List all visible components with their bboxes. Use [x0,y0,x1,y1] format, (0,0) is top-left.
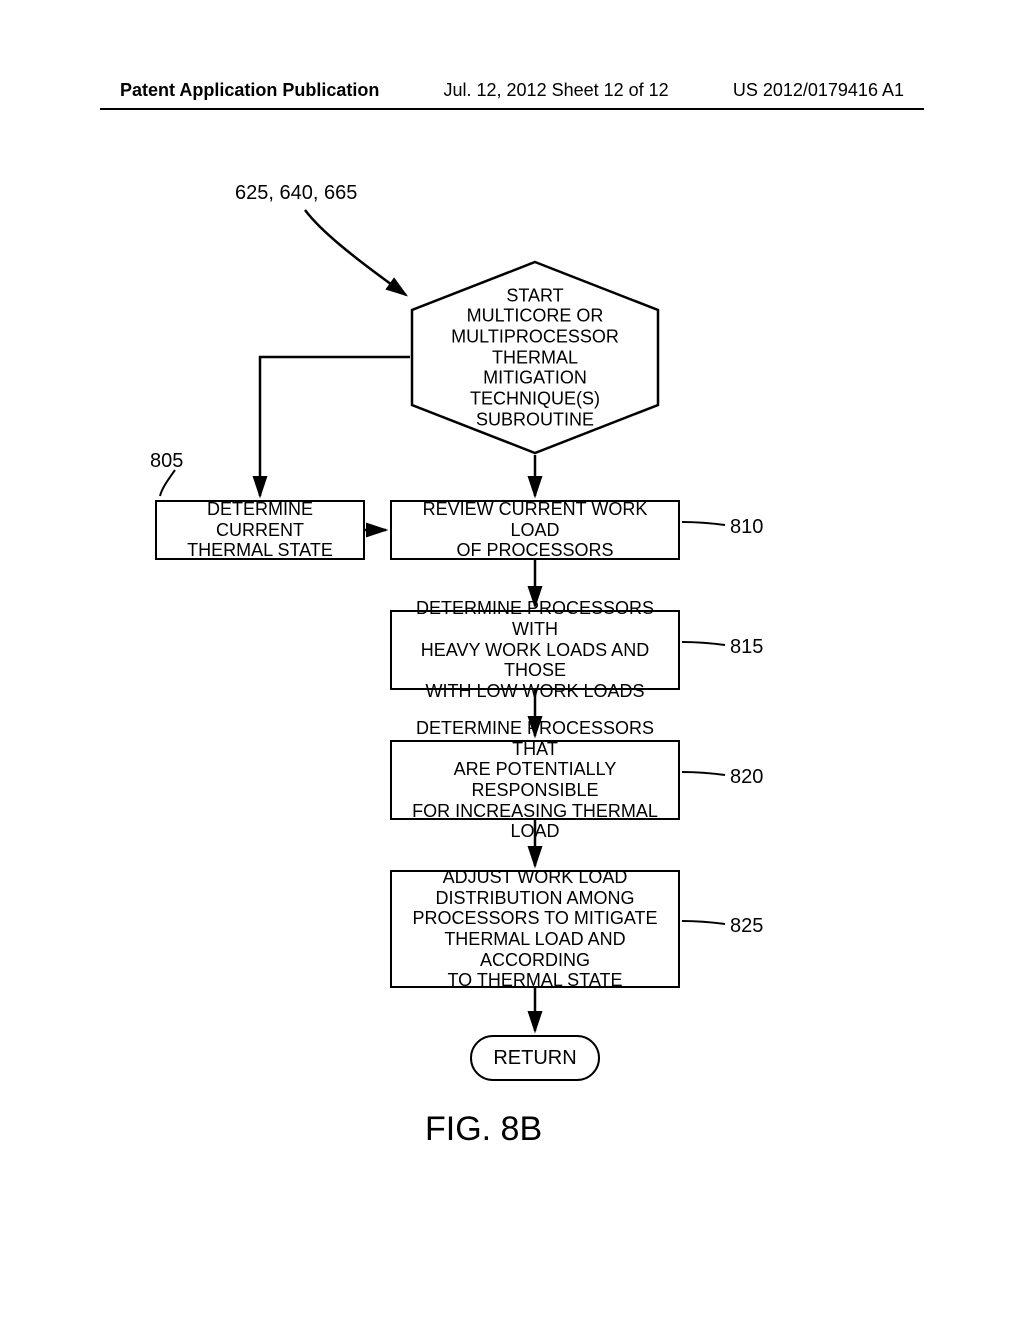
ref-805: 805 [150,450,183,473]
top-entry-text: 625, 640, 665 [235,182,357,204]
box-815-line2: HEAVY WORK LOADS AND THOSE [402,640,668,681]
ref-805-text: 805 [150,450,183,472]
return-text: RETURN [493,1047,576,1070]
header-left: Patent Application Publication [120,80,379,101]
box-825-line5: TO THERMAL STATE [402,970,668,991]
figure-label: FIG. 8B [425,1110,542,1149]
box-820-line3: FOR INCREASING THERMAL LOAD [402,801,668,842]
figure-label-text: FIG. 8B [425,1110,542,1148]
start-text: START MULTICORE OR MULTIPROCESSOR THERMA… [410,285,660,430]
ref-815: 815 [730,636,763,659]
start-line4: THERMAL MITIGATION [440,347,630,388]
box-820: DETERMINE PROCESSORS THAT ARE POTENTIALL… [390,740,680,820]
start-line2: MULTICORE OR [440,306,630,327]
box-815-line1: DETERMINE PROCESSORS WITH [402,598,668,639]
start-line5: TECHNIQUE(S) [440,389,630,410]
ref-820-text: 820 [730,766,763,788]
box-805: DETERMINE CURRENT THERMAL STATE [155,500,365,560]
box-805-line2: THERMAL STATE [167,540,353,561]
box-825-line2: DISTRIBUTION AMONG [402,888,668,909]
return-terminator: RETURN [470,1035,600,1081]
ref-810-text: 810 [730,516,763,538]
start-line3: MULTIPROCESSOR [440,326,630,347]
header-right: US 2012/0179416 A1 [733,80,904,101]
header-center: Jul. 12, 2012 Sheet 12 of 12 [444,80,669,101]
box-805-line1: DETERMINE CURRENT [167,499,353,540]
ref-825-text: 825 [730,915,763,937]
box-810: REVIEW CURRENT WORK LOAD OF PROCESSORS [390,500,680,560]
start-hexagon: START MULTICORE OR MULTIPROCESSOR THERMA… [410,260,660,455]
box-815-line3: WITH LOW WORK LOADS [402,681,668,702]
page: Patent Application Publication Jul. 12, … [0,0,1024,1320]
top-entry-label: 625, 640, 665 [235,182,357,205]
box-825-line1: ADJUST WORK LOAD [402,867,668,888]
ref-815-text: 815 [730,636,763,658]
ref-820: 820 [730,766,763,789]
box-825-line4: THERMAL LOAD AND ACCORDING [402,929,668,970]
ref-810: 810 [730,516,763,539]
start-line1: START [440,285,630,306]
box-810-line2: OF PROCESSORS [402,540,668,561]
page-header: Patent Application Publication Jul. 12, … [0,80,1024,101]
box-810-line1: REVIEW CURRENT WORK LOAD [402,499,668,540]
flowchart: 625, 640, 665 START MULTICORE OR MULTIPR… [0,140,1024,1240]
header-rule [100,108,924,110]
box-825-line3: PROCESSORS TO MITIGATE [402,908,668,929]
start-line6: SUBROUTINE [440,409,630,430]
ref-825: 825 [730,915,763,938]
box-815: DETERMINE PROCESSORS WITH HEAVY WORK LOA… [390,610,680,690]
box-820-line2: ARE POTENTIALLY RESPONSIBLE [402,759,668,800]
box-825: ADJUST WORK LOAD DISTRIBUTION AMONG PROC… [390,870,680,988]
box-820-line1: DETERMINE PROCESSORS THAT [402,718,668,759]
